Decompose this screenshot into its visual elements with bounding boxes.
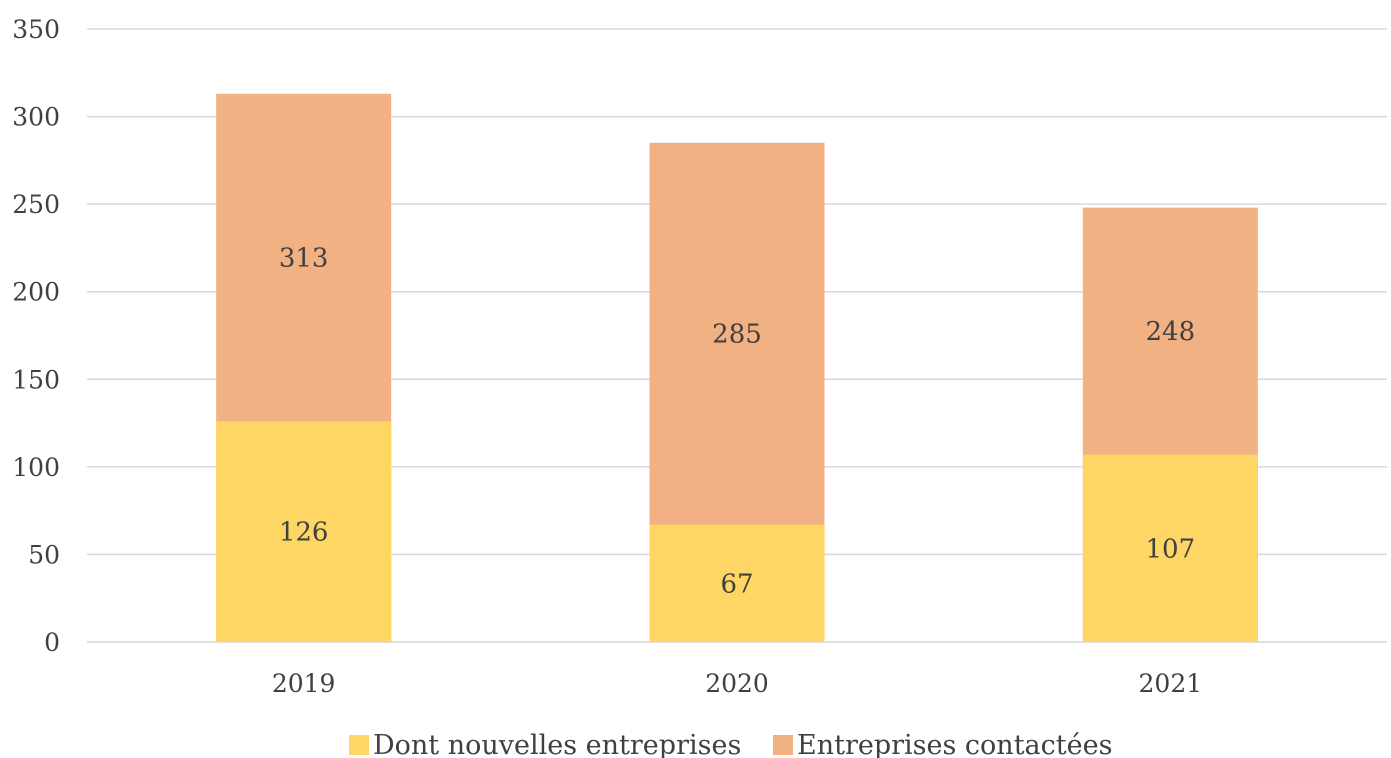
legend-swatch	[349, 735, 369, 755]
legend-swatch	[773, 735, 793, 755]
y-tick-label: 200	[12, 278, 60, 307]
bar-new-companies	[1082, 454, 1258, 642]
data-labels: 313 126 285 67 248 107	[279, 244, 1195, 600]
y-axis: 0 50 100 150 200 250 300 350	[12, 15, 60, 657]
data-label: 67	[720, 569, 753, 599]
y-tick-label: 50	[28, 540, 60, 569]
x-tick-label: 2019	[272, 669, 336, 698]
y-tick-label: 250	[12, 190, 60, 219]
data-label: 248	[1146, 317, 1196, 347]
y-tick-label: 100	[12, 453, 60, 482]
y-tick-label: 300	[12, 103, 60, 132]
data-label: 107	[1146, 534, 1196, 564]
x-axis: 2019 2020 2021	[87, 641, 1387, 698]
legend-label: Entreprises contactées	[797, 730, 1112, 758]
data-label: 126	[279, 518, 329, 548]
y-tick-label: 0	[44, 628, 60, 657]
bar-new-companies	[216, 421, 392, 642]
x-tick-label: 2021	[1139, 669, 1203, 698]
bars	[216, 93, 1258, 643]
data-label: 313	[279, 244, 329, 274]
bar-new-companies	[649, 524, 825, 642]
legend: Dont nouvelles entreprises Entreprises co…	[349, 730, 1112, 758]
legend-label: Dont nouvelles entreprises	[373, 730, 741, 758]
data-label: 285	[712, 320, 762, 350]
x-tick-label: 2020	[705, 669, 769, 698]
y-tick-label: 150	[12, 365, 60, 394]
y-tick-label: 350	[12, 15, 60, 44]
